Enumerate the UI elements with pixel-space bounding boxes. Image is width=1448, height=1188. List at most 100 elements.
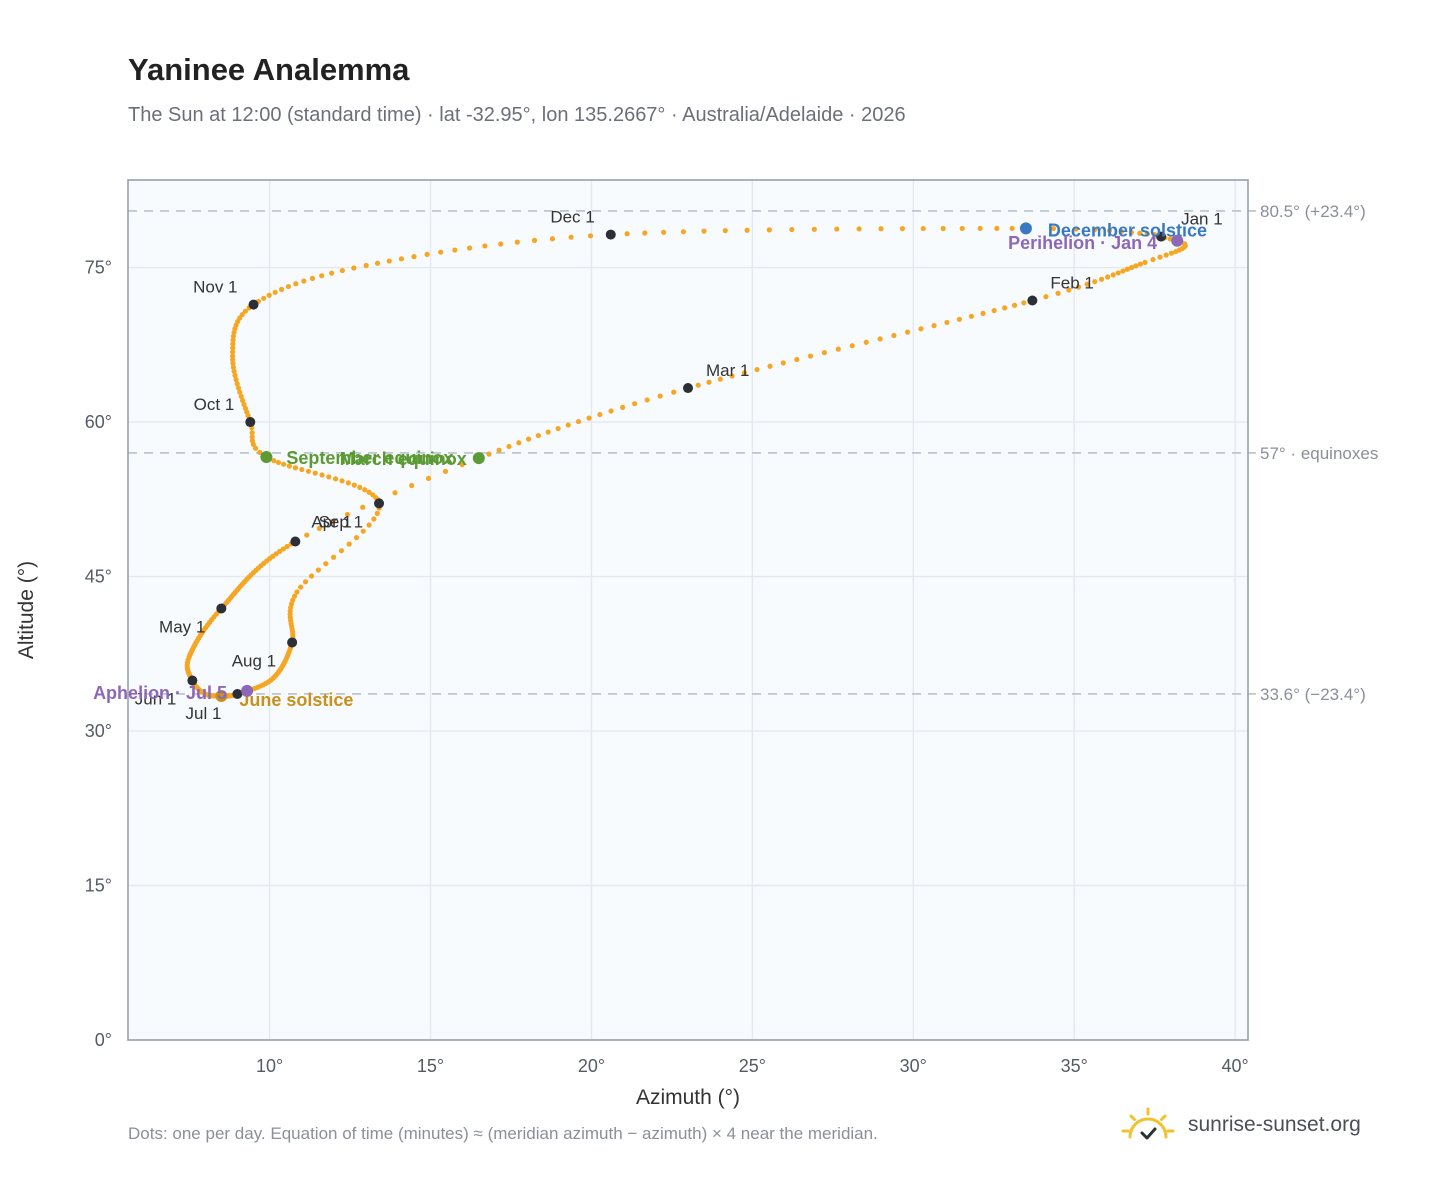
daily-sun-dot — [994, 225, 1000, 232]
month-label: Apr 1 — [311, 513, 352, 532]
daily-sun-dot — [351, 265, 357, 271]
daily-sun-dot — [392, 490, 398, 496]
daily-sun-dot — [904, 329, 911, 335]
december-solstice-label: December solstice — [1048, 220, 1207, 240]
daily-sun-dot — [242, 308, 248, 314]
daily-sun-dot — [323, 561, 329, 567]
daily-sun-dot — [298, 584, 304, 590]
daily-sun-dot — [249, 430, 255, 436]
daily-sun-dot — [271, 458, 277, 464]
daily-sun-dot — [1073, 226, 1079, 232]
daily-sun-dot — [587, 233, 594, 239]
daily-sun-dot — [525, 436, 532, 442]
daily-sun-dot — [1092, 279, 1098, 285]
daily-sun-dot — [312, 470, 318, 476]
daily-sun-dot — [319, 472, 325, 478]
daily-sun-dot — [286, 463, 292, 469]
daily-sun-dot — [230, 349, 236, 355]
daily-sun-dot — [498, 241, 504, 247]
daily-sun-dot — [370, 492, 376, 498]
x-tick-label: 40° — [1222, 1056, 1249, 1076]
daily-sun-dot — [535, 432, 541, 439]
daily-sun-dot — [1084, 281, 1090, 287]
daily-sun-dot — [302, 579, 309, 585]
daily-sun-dot — [1055, 290, 1061, 296]
daily-sun-dot — [398, 256, 405, 262]
daily-sun-dot — [326, 474, 332, 480]
daily-sun-dot — [230, 364, 237, 370]
daily-sun-dot — [237, 389, 243, 395]
daily-sun-dot — [338, 548, 345, 554]
y-tick-label: 45° — [85, 567, 112, 587]
daily-sun-dot — [1128, 229, 1135, 235]
brand-text[interactable]: sunrise-sunset.org — [1188, 1113, 1361, 1136]
month-label: Mar 1 — [706, 361, 749, 380]
daily-sun-dot — [291, 593, 298, 599]
aphelion-jul-5-label: Aphelion · Jul 5 — [93, 683, 227, 703]
month-marker — [605, 229, 616, 240]
daily-sun-dot — [767, 363, 773, 369]
y-tick-label: 75° — [85, 258, 112, 278]
y-axis-title: Altitude (°) — [15, 561, 38, 659]
reference-line-label: 80.5° (+23.4°) — [1260, 202, 1366, 221]
daily-sun-dot — [744, 227, 750, 233]
daily-sun-dot — [240, 397, 246, 404]
daily-sun-dot — [482, 243, 488, 249]
daily-sun-dot — [329, 270, 335, 276]
daily-sun-dot — [409, 482, 415, 489]
daily-sun-dot — [1098, 276, 1105, 282]
daily-sun-dot — [366, 489, 372, 495]
daily-sun-dot — [918, 326, 924, 332]
daily-sun-dot — [722, 228, 728, 234]
daily-sun-dot — [339, 478, 345, 484]
daily-sun-dot — [835, 346, 841, 352]
daily-sun-dot — [1011, 302, 1018, 308]
brand[interactable]: sunrise-sunset.org — [1120, 1100, 1361, 1150]
daily-sun-dot — [292, 465, 299, 471]
daily-sun-dot — [360, 504, 366, 510]
daily-sun-dot — [371, 516, 377, 522]
daily-sun-dot — [275, 459, 281, 466]
daily-sun-dot — [234, 381, 240, 387]
daily-sun-dot — [346, 541, 352, 547]
daily-sun-dot — [644, 397, 650, 403]
daily-sun-dot — [940, 225, 946, 232]
month-label: Jan 1 — [1181, 210, 1223, 229]
daily-sun-dot — [821, 350, 827, 356]
x-axis-title: Azimuth (°) — [636, 1086, 740, 1109]
month-marker — [287, 637, 298, 648]
daily-sun-dot — [891, 332, 897, 339]
daily-sun-dot — [789, 226, 795, 233]
september-equinox-label: September equinox — [286, 448, 453, 468]
daily-sun-dot — [632, 401, 638, 407]
daily-sun-dot — [1021, 300, 1027, 306]
daily-sun-dot — [1120, 268, 1126, 274]
daily-sun-dot — [239, 311, 245, 318]
daily-sun-dot — [1075, 284, 1082, 290]
daily-sun-dot — [438, 249, 444, 255]
daily-sun-dot — [344, 511, 351, 518]
x-tick-label: 15° — [417, 1056, 444, 1076]
daily-sun-dot — [920, 225, 926, 232]
month-marker — [290, 536, 301, 547]
daily-sun-dot — [339, 267, 345, 274]
daily-sun-dot — [506, 443, 512, 450]
daily-sun-dot — [319, 273, 325, 279]
daily-sun-dot — [1050, 225, 1057, 232]
daily-sun-dot — [531, 237, 538, 243]
daily-sun-dot — [362, 487, 368, 493]
plot-frame — [127, 179, 1249, 1041]
daily-sun-dot — [1118, 228, 1125, 235]
daily-sun-dot — [309, 275, 316, 281]
march-equinox-marker — [472, 452, 485, 465]
daily-sun-dot — [695, 382, 701, 388]
daily-sun-dot — [299, 466, 305, 473]
daily-sun-dot — [991, 307, 997, 314]
daily-sun-dot — [877, 336, 883, 342]
daily-sun-dot — [1173, 248, 1179, 255]
daily-sun-dot — [366, 522, 372, 528]
perihelion-jan-4-label: Perihelion · Jan 4 — [1008, 233, 1157, 253]
month-marker — [683, 383, 693, 394]
month-marker — [1027, 295, 1038, 306]
daily-sun-dot — [230, 360, 236, 366]
